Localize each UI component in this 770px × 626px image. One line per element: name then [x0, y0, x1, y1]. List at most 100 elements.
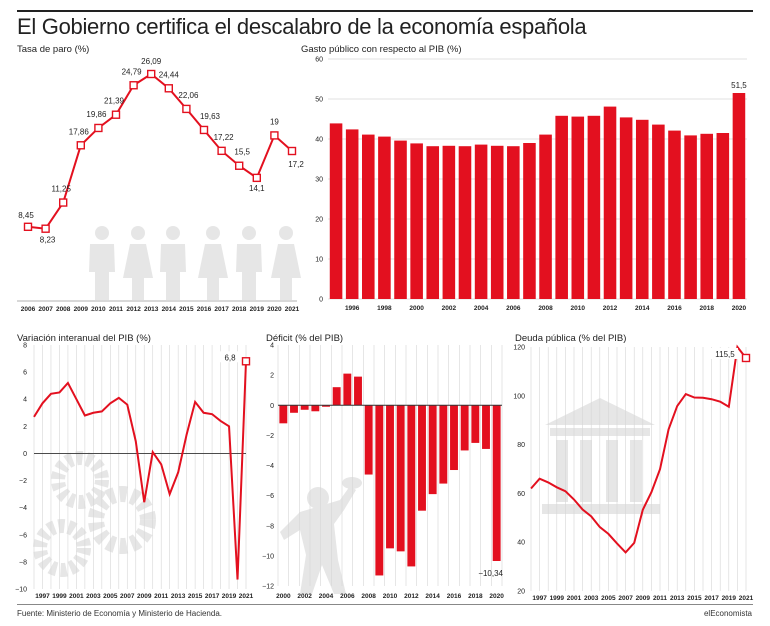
gasto-bar [603, 106, 617, 299]
paro-data-label: 17,2 [288, 160, 304, 169]
deficit-bar [343, 373, 352, 406]
deficit-y-tick: −12 [262, 584, 274, 591]
pib-y-tick: −8 [19, 559, 27, 566]
chart-title-deficit: Déficit (% del PIB) [266, 333, 344, 344]
gasto-y-tick: 50 [315, 97, 323, 104]
gasto-bar [684, 135, 697, 299]
deuda-y-tick: 120 [513, 345, 525, 352]
paro-point [41, 224, 50, 233]
deficit-bar [482, 405, 490, 449]
pib-x-tick: 2005 [103, 593, 118, 600]
pib-x-tick: 2015 [188, 593, 203, 600]
paro-tick-label: 2017 [214, 306, 229, 313]
gasto-bar [410, 143, 423, 299]
chart-gasto: 0 10 20 30 40 50 60 1996 1998 2000 2002 2004 2006 200… [315, 57, 747, 313]
paro-data-label: 8,45 [18, 211, 34, 220]
gasto-x-tick: 2016 [667, 305, 682, 312]
paro-data-label: 26,09 [141, 57, 162, 66]
deficit-y-tick: −2 [266, 433, 274, 440]
pib-x-tick: 2021 [239, 593, 254, 600]
paro-data-label: 17,22 [214, 133, 235, 142]
paro-point [234, 161, 244, 170]
deuda-x-tick: 2005 [601, 595, 616, 602]
deuda-x-tick: 2013 [670, 595, 685, 602]
gasto-bar [732, 93, 746, 299]
deficit-y-tick: 4 [270, 343, 274, 350]
deficit-bar [407, 405, 416, 567]
paro-data-label: 17,86 [69, 127, 90, 136]
paro-data-label: 22,06 [178, 91, 199, 100]
deficit-bar [332, 387, 341, 406]
gasto-y-tick: 10 [315, 257, 323, 264]
gasto-bar [571, 116, 585, 299]
gasto-bar [523, 143, 536, 299]
deficit-x-tick: 2006 [340, 593, 355, 600]
chart-title-paro: Tasa de paro (%) [17, 44, 90, 55]
gasto-bar [555, 115, 568, 299]
deficit-y-tick: 0 [270, 403, 274, 410]
paro-data-label: 19,86 [86, 110, 107, 119]
paro-point [199, 125, 209, 135]
pib-x-tick: 2001 [69, 593, 84, 600]
deuda-label-bg [711, 347, 738, 359]
pib-y-tick: −4 [19, 505, 27, 512]
deuda-y-tick: 80 [517, 442, 525, 449]
deficit-y-tick: −4 [266, 463, 274, 470]
bank-building-icon [542, 398, 660, 514]
pib-x-tick: 2009 [137, 593, 152, 600]
gasto-bar [716, 133, 730, 299]
brand-logo: elEconomista [703, 609, 752, 618]
deuda-y-tick: 20 [517, 589, 525, 596]
deficit-bar [386, 405, 394, 549]
deuda-line [530, 344, 747, 554]
gasto-bar [378, 136, 391, 299]
deficit-bar [300, 405, 309, 410]
gasto-x-tick: 2014 [635, 305, 650, 312]
gasto-x-tick: 2010 [571, 305, 586, 312]
paro-point [59, 198, 68, 207]
deuda-x-tick: 2019 [722, 595, 737, 602]
paro-tick-label: 2018 [232, 306, 247, 313]
deficit-bar [396, 405, 405, 552]
paro-data-label: 11,25 [51, 185, 71, 194]
pib-label-bg [220, 351, 240, 363]
paro-point [129, 81, 138, 90]
gasto-x-tick: 1996 [345, 305, 360, 312]
pib-y-tick: 4 [23, 397, 27, 404]
person-throwing-icon [280, 477, 362, 594]
paro-point [252, 173, 262, 183]
pib-value-label: 6,8 [224, 353, 236, 362]
deuda-x-tick: 2009 [636, 595, 651, 602]
chart-deficit: 4 2 0 −2 −4 −6 −8 −10 −12 −10,34 2000 2002 2004 2006 2… [262, 343, 504, 601]
deuda-y-tick: 60 [517, 491, 525, 498]
gasto-x-tick: 2000 [409, 305, 424, 312]
pib-x-tick: 2017 [205, 593, 220, 600]
deuda-y-tick: 100 [513, 393, 525, 400]
paro-tick-label: 2008 [56, 306, 71, 313]
paro-point [270, 131, 279, 140]
gasto-y-tick: 60 [315, 57, 323, 64]
deuda-x-tick: 2021 [739, 595, 754, 602]
paro-tick-label: 2014 [162, 306, 177, 313]
gears-icon [33, 451, 156, 577]
gasto-value-label: 51,5 [731, 81, 747, 90]
deficit-bar [460, 405, 469, 451]
deuda-x-tick: 2015 [687, 595, 702, 602]
paro-tick-label: 2016 [197, 306, 212, 313]
paro-data-label: 14,1 [249, 184, 265, 193]
paro-tick-label: 2010 [91, 306, 106, 313]
gasto-bar [474, 144, 488, 299]
deficit-bar [492, 405, 501, 561]
title-rule [17, 10, 753, 12]
deficit-bar [471, 405, 480, 443]
pib-x-tick: 2007 [120, 593, 135, 600]
gasto-bar [619, 117, 633, 300]
pib-x-tick: 2013 [171, 593, 186, 600]
deficit-bar [450, 405, 458, 471]
paro-tick-label: 2006 [21, 306, 36, 313]
deficit-x-tick: 2010 [383, 593, 398, 600]
pib-x-tick: 1999 [52, 593, 67, 600]
deuda-x-tick: 1997 [532, 595, 547, 602]
deficit-value-label: −10,34 [478, 569, 503, 578]
